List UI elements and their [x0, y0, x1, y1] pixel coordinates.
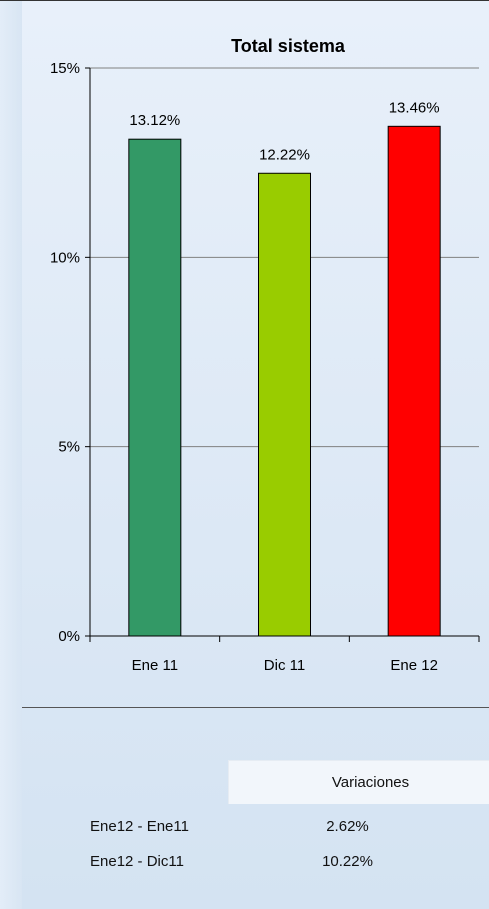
section-divider: [22, 707, 489, 708]
data-label: 13.46%: [389, 99, 440, 116]
chart-title: Total sistema: [231, 36, 346, 56]
bar: [258, 172, 311, 637]
axis-layer: [85, 67, 480, 642]
bar: [128, 138, 182, 637]
variation-label: Ene12 - Ene11: [90, 818, 189, 835]
variation-label: Ene12 - Dic11: [90, 853, 184, 870]
category-label: Dic 11: [264, 657, 305, 674]
y-tick-label: 10%: [50, 249, 80, 266]
variation-row: Ene12 - Ene11 2.62%: [22, 810, 489, 844]
y-tick-label: 0%: [58, 628, 80, 645]
data-label: 13.12%: [129, 112, 180, 129]
label-layer: 13.12% Ene 11 12.22% Dic 11 13.46% Ene 12 0% 5%…: [50, 60, 440, 674]
variations-header: Variaciones: [228, 760, 489, 804]
data-label: 12.22%: [259, 146, 310, 163]
category-label: Ene 11: [132, 657, 178, 674]
top-border: [0, 0, 489, 1]
y-tick-label: 15%: [50, 60, 80, 77]
bar: [387, 125, 441, 637]
variation-value: 10.22%: [322, 853, 373, 870]
y-tick-label: 5%: [58, 439, 80, 456]
category-label: Ene 12: [390, 657, 438, 674]
variation-value: 2.62%: [326, 818, 369, 835]
variation-row: Ene12 - Dic11 10.22%: [22, 845, 489, 879]
bar-layer: [128, 125, 441, 637]
